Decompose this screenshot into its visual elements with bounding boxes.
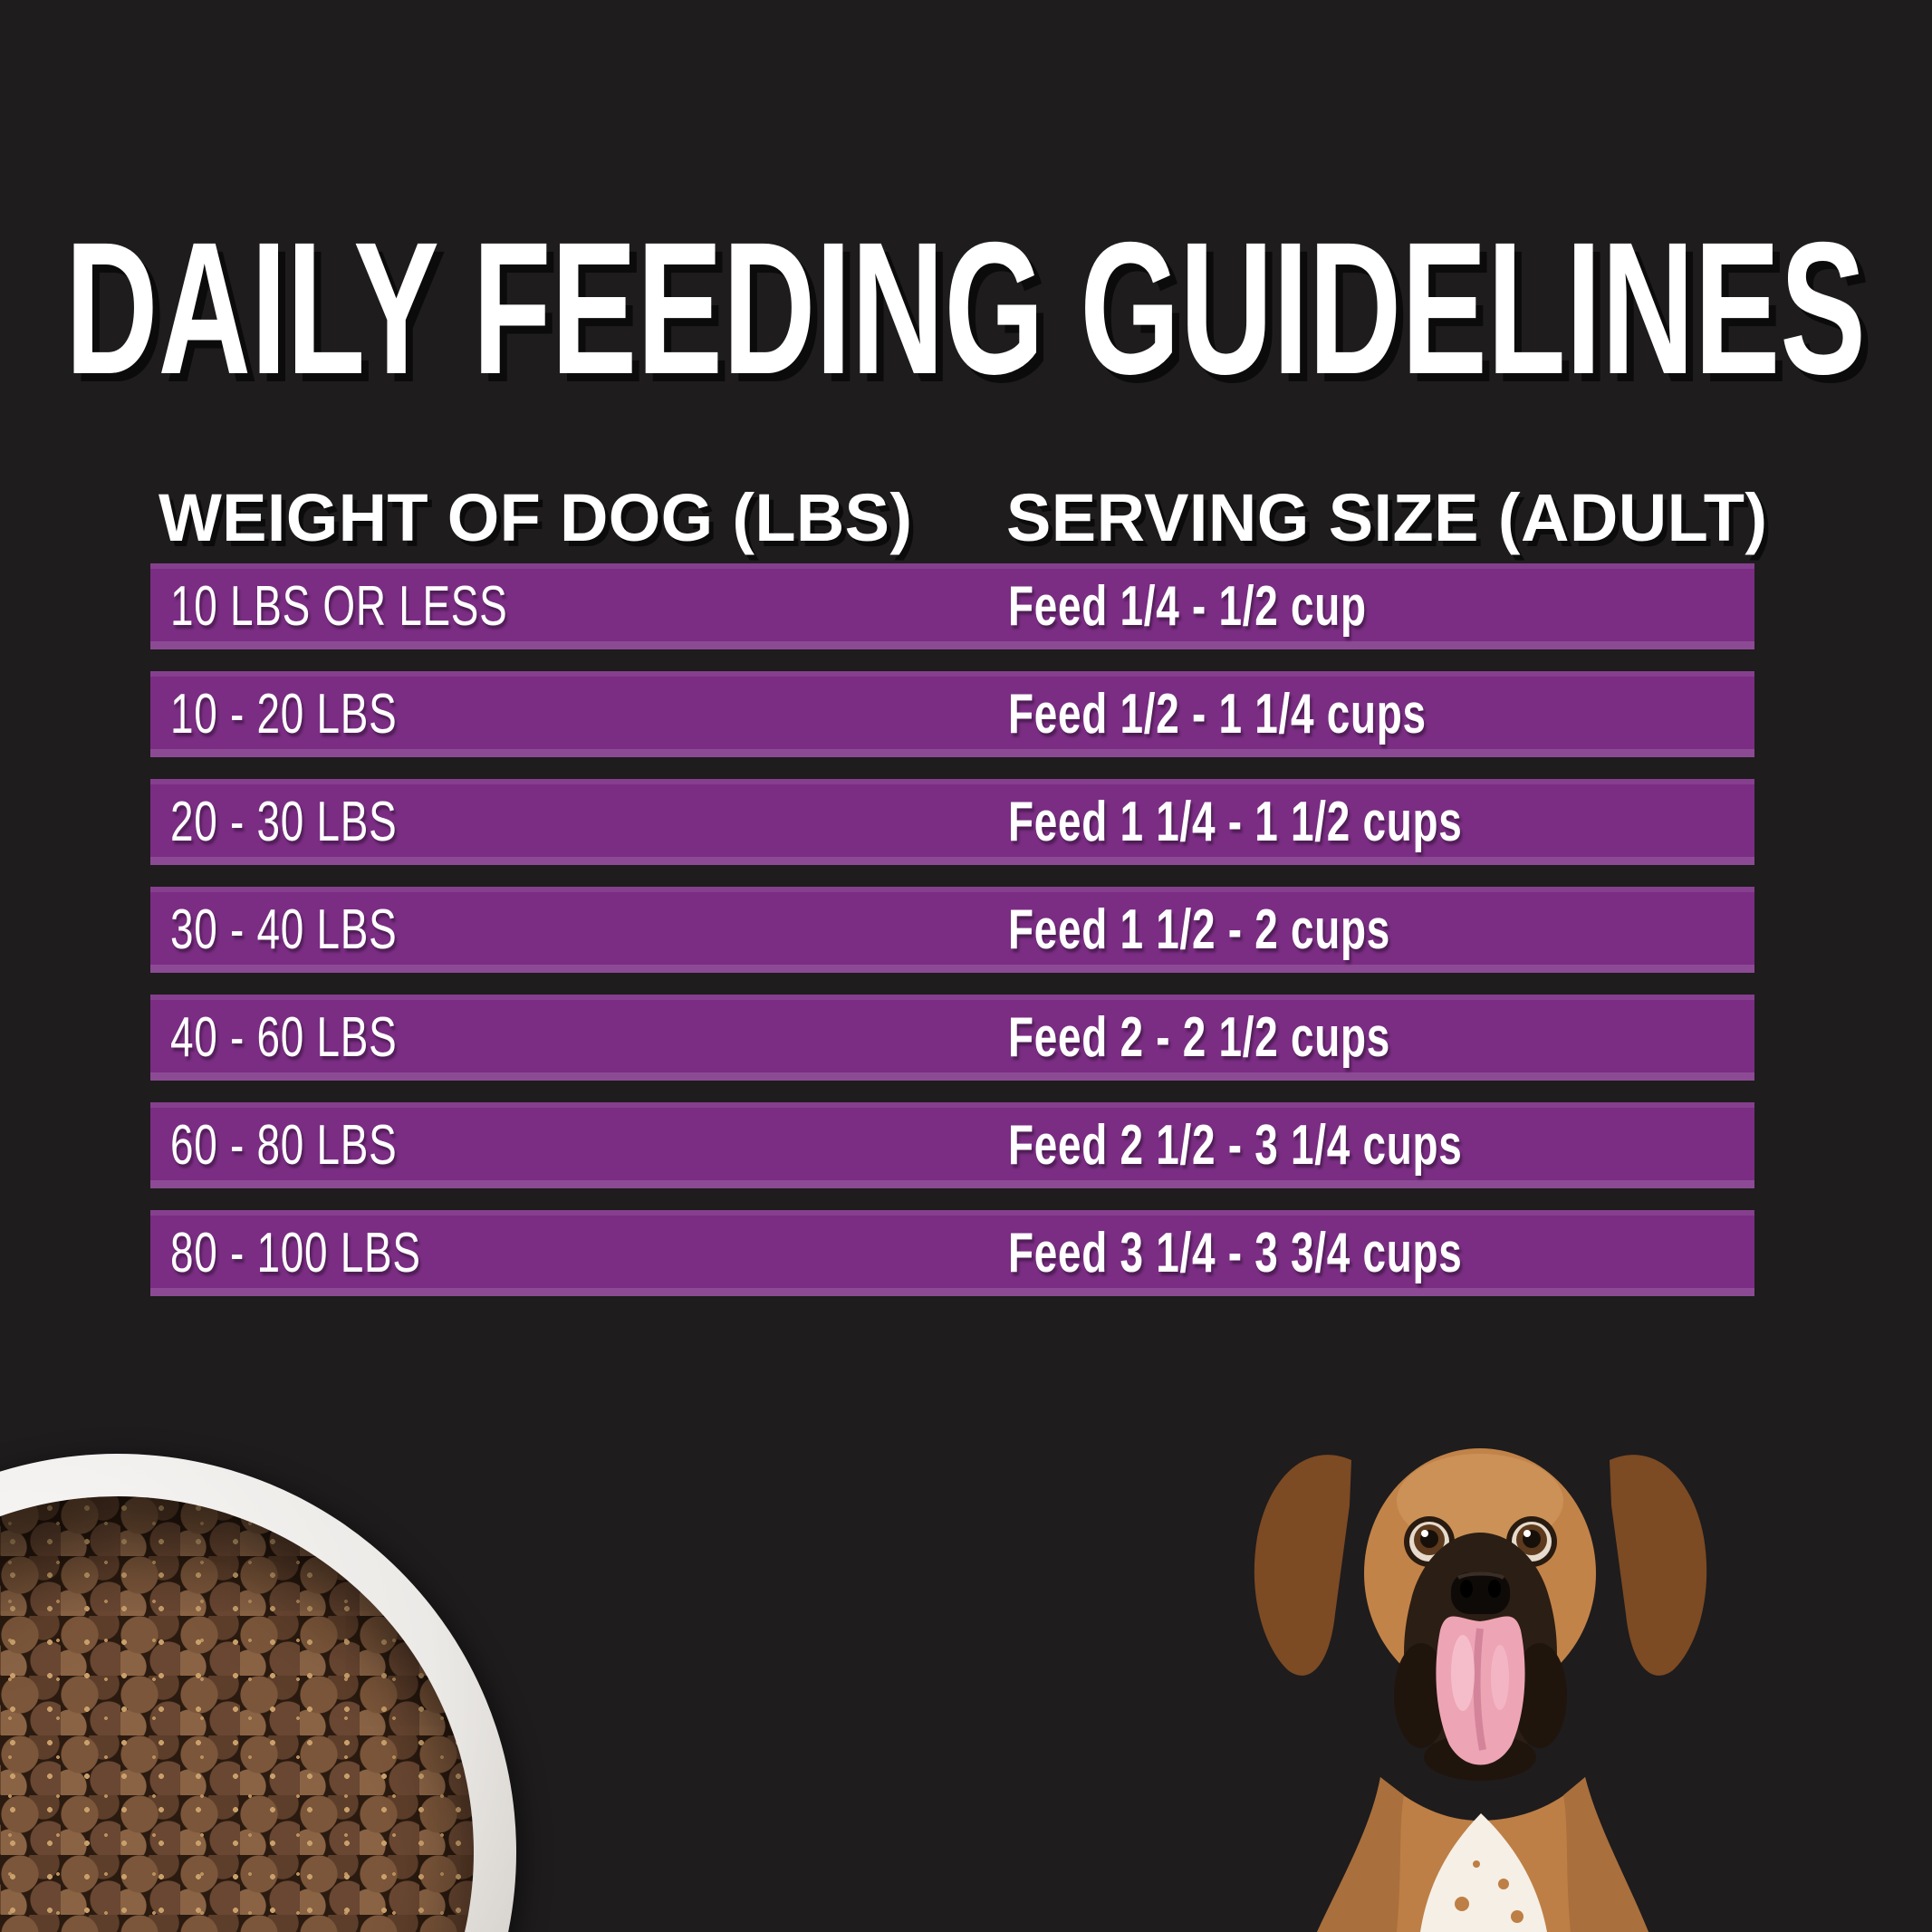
column-header-weight-svg: WEIGHT OF DOG (LBS): [159, 483, 912, 555]
kibble-texture: [0, 1496, 474, 1932]
boxer-dog-illustration: [1254, 1448, 1707, 1932]
table-row: 30 - 40 LBS Feed 1 1/2 - 2 cups: [150, 887, 1754, 973]
serving-cell: Feed 1/2 - 1 1/4 cups: [1008, 682, 1427, 745]
weight-cell: 60 - 80 LBS: [170, 1113, 398, 1177]
weight-cell: 10 - 20 LBS: [170, 682, 398, 745]
table-row: 40 - 60 LBS Feed 2 - 2 1/2 cups: [150, 995, 1754, 1081]
feeding-table: 10 LBS OR LESS Feed 1/4 - 1/2 cup 10 - 2…: [150, 563, 1754, 1296]
dog-food-bowl-photo: [0, 1454, 516, 1932]
weight-cell: 30 - 40 LBS: [170, 898, 398, 961]
serving-cell: Feed 1/4 - 1/2 cup: [1008, 574, 1367, 638]
column-header-serving-svg: SERVING SIZE (ADULT): [1006, 483, 1767, 555]
serving-cell: Feed 1 1/4 - 1 1/2 cups: [1008, 790, 1463, 853]
page-title: DAILY FEEDING GUIDELINES: [65, 228, 1866, 400]
table-row: 80 - 100 LBS Feed 3 1/4 - 3 3/4 cups: [150, 1210, 1754, 1296]
boxer-dog-photo: [1243, 1397, 1718, 1932]
serving-cell: Feed 3 1/4 - 3 3/4 cups: [1008, 1221, 1463, 1284]
table-row: 10 - 20 LBS Feed 1/2 - 1 1/4 cups: [150, 671, 1754, 757]
weight-cell: 10 LBS OR LESS: [170, 574, 508, 638]
weight-cell: 20 - 30 LBS: [170, 790, 398, 853]
weight-cell: 40 - 60 LBS: [170, 1005, 398, 1069]
serving-cell: Feed 1 1/2 - 2 cups: [1008, 898, 1391, 961]
page-title-svg: DAILY FEEDING GUIDELINES: [65, 204, 1866, 414]
column-header-weight: WEIGHT OF DOG (LBS): [159, 483, 912, 555]
serving-cell: Feed 2 1/2 - 3 1/4 cups: [1008, 1113, 1463, 1177]
page-title-block: DAILY FEEDING GUIDELINES: [63, 204, 1875, 414]
table-row: 20 - 30 LBS Feed 1 1/4 - 1 1/2 cups: [150, 779, 1754, 865]
table-row: 10 LBS OR LESS Feed 1/4 - 1/2 cup: [150, 563, 1754, 649]
weight-cell: 80 - 100 LBS: [170, 1221, 421, 1284]
table-row: 60 - 80 LBS Feed 2 1/2 - 3 1/4 cups: [150, 1102, 1754, 1188]
serving-cell: Feed 2 - 2 1/2 cups: [1008, 1005, 1391, 1069]
column-header-serving: SERVING SIZE (ADULT): [1006, 483, 1767, 555]
